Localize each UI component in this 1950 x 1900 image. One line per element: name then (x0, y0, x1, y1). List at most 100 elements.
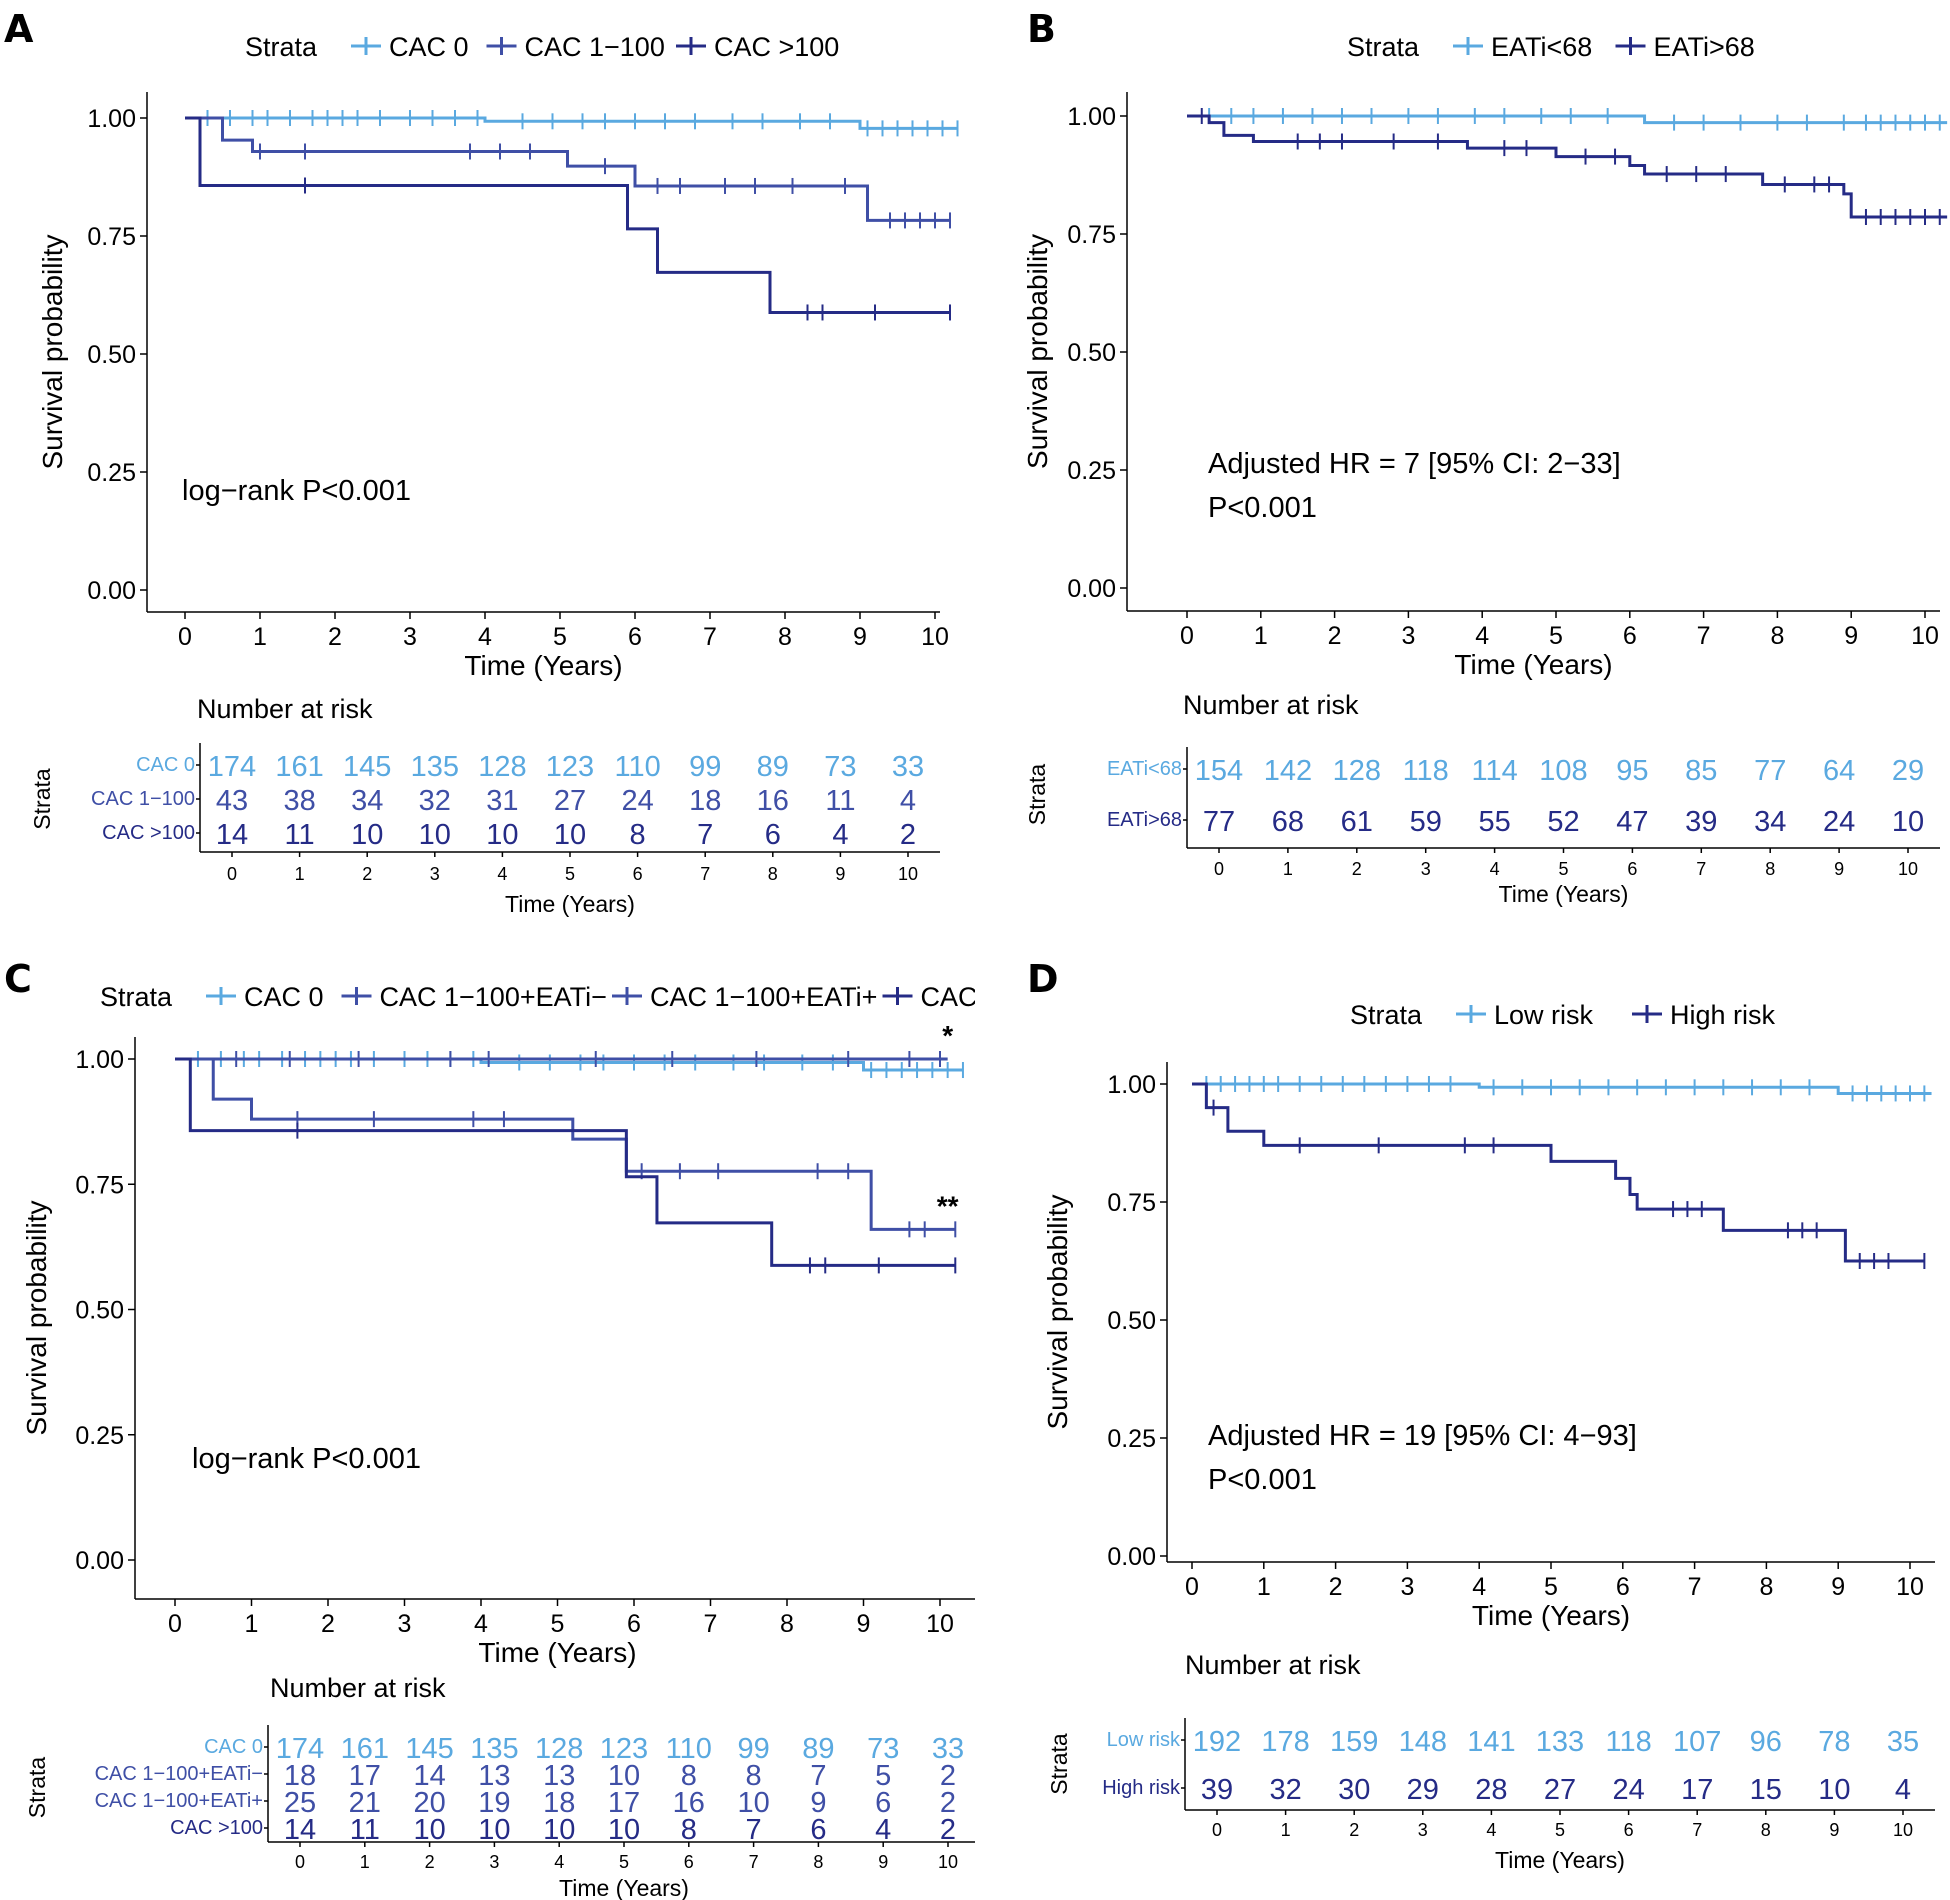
risk-x-tick-label: 5 (565, 864, 575, 884)
risk-count: 159 (1330, 1726, 1378, 1758)
risk-count: 25 (284, 1787, 316, 1819)
risk-count: 154 (1195, 755, 1243, 787)
risk-count: 13 (543, 1760, 575, 1792)
risk-count: 32 (1269, 1774, 1301, 1806)
panel-label: C (4, 957, 32, 1001)
risk-count: 99 (737, 1733, 769, 1765)
risk-table-title: Number at risk (197, 694, 373, 724)
risk-count: 10 (1818, 1774, 1850, 1806)
x-tick-label: 9 (1831, 1573, 1845, 1601)
series (1187, 108, 1948, 131)
risk-x-tick-label: 6 (1624, 1820, 1634, 1840)
risk-x-tick-label: 2 (425, 1852, 435, 1872)
panel-d: D Strata Low risk High risk 0.00 0.25 0.50 0.75… (975, 950, 1950, 1900)
legend-label: CAC >100 (714, 32, 839, 62)
risk-count: 78 (1818, 1726, 1850, 1758)
x-tick-label: 0 (1180, 622, 1194, 650)
risk-x-tick-label: 10 (1893, 1820, 1913, 1840)
survival-curve (1187, 114, 1948, 219)
risk-row-label: EATi>68 (1107, 809, 1182, 831)
risk-x-tick-label: 1 (1281, 1820, 1291, 1840)
x-tick-label: 6 (1623, 622, 1637, 650)
risk-x-tick-label: 0 (227, 864, 237, 884)
risk-x-tick-label: 0 (295, 1852, 305, 1872)
risk-x-tick-label: 7 (1692, 1820, 1702, 1840)
y-tick-label: 0.50 (1067, 339, 1116, 367)
risk-x-tick-label: 8 (1765, 859, 1775, 879)
risk-table-title: Number at risk (270, 1673, 446, 1703)
risk-count: 6 (765, 819, 781, 851)
survival-curve (185, 116, 958, 130)
risk-count: 8 (681, 1814, 697, 1846)
legend-title: Strata (1350, 1000, 1423, 1030)
survival-curve (1192, 1082, 1932, 1095)
risk-count: 31 (486, 785, 518, 817)
risk-count: 18 (284, 1760, 316, 1792)
risk-count: 2 (940, 1760, 956, 1792)
series (175, 1051, 948, 1067)
series (175, 1057, 957, 1274)
legend-item: EATi>68 (1615, 32, 1755, 62)
risk-count: 133 (1536, 1726, 1584, 1758)
risk-row-label: High risk (1102, 1777, 1181, 1799)
risk-x-tick-label: 6 (633, 864, 643, 884)
risk-count: 6 (875, 1787, 891, 1819)
risk-x-tick-label: 9 (835, 864, 845, 884)
risk-row-label: CAC 0 (204, 1736, 263, 1758)
x-tick-label: 9 (1844, 622, 1858, 650)
annotation: Adjusted HR = 7 [95% CI: 2−33] (1208, 448, 1621, 480)
x-tick-label: 2 (321, 1610, 335, 1638)
risk-count: 17 (608, 1787, 640, 1819)
risk-count: 35 (1887, 1726, 1919, 1758)
legend-item: CAC 0 (351, 32, 469, 62)
y-tick-label: 1.00 (75, 1046, 124, 1074)
risk-count: 9 (810, 1787, 826, 1819)
series (175, 1051, 964, 1079)
risk-count: 174 (276, 1733, 324, 1765)
significance-mark: ** (937, 1190, 959, 1221)
y-tick-label: 0.00 (75, 1547, 124, 1575)
risk-count: 4 (875, 1814, 891, 1846)
risk-count: 64 (1823, 755, 1855, 787)
risk-count: 27 (554, 785, 586, 817)
risk-row: CAC 0 174 161 145 135 128 123 110 99 89 73 33 (204, 1733, 964, 1765)
x-tick-label: 0 (178, 623, 192, 651)
risk-count: 6 (810, 1814, 826, 1846)
risk-x-tick-label: 10 (1898, 859, 1918, 879)
series (185, 116, 951, 229)
y-tick-label: 0.50 (87, 341, 136, 369)
x-tick-label: 1 (1257, 1573, 1271, 1601)
risk-count: 178 (1261, 1726, 1309, 1758)
risk-count: 108 (1539, 755, 1587, 787)
risk-count: 10 (543, 1814, 575, 1846)
risk-count: 7 (697, 819, 713, 851)
legend-title: Strata (245, 32, 318, 62)
x-tick-label: 10 (1911, 622, 1939, 650)
x-tick-label: 3 (1400, 1573, 1414, 1601)
risk-row: EATi>68 77 68 61 59 55 52 47 39 34 24 10 (1107, 806, 1924, 838)
risk-count: 10 (351, 819, 383, 851)
risk-count: 118 (1605, 1726, 1651, 1758)
risk-x-tick-label: 4 (497, 864, 507, 884)
survival-curve (185, 116, 950, 222)
legend-label: Low risk (1494, 1000, 1594, 1030)
legend: Strata CAC 0 CAC 1−100+EATi− CAC 1−100+EATi… (100, 982, 975, 1012)
risk-x-tick-label: 7 (1696, 859, 1706, 879)
risk-x-tick-label: 1 (360, 1852, 370, 1872)
y-tick-label: 0.75 (87, 223, 136, 251)
risk-count: 77 (1754, 755, 1786, 787)
risk-count: 192 (1193, 1726, 1241, 1758)
significance-mark: * (942, 1020, 953, 1051)
risk-count: 24 (1823, 806, 1855, 838)
risk-count: 17 (1681, 1774, 1713, 1806)
risk-row-label: CAC 0 (136, 754, 195, 776)
series (1192, 1076, 1932, 1102)
risk-x-tick-label: 1 (1283, 859, 1293, 879)
legend: Strata EATi<68 EATi>68 (1347, 32, 1755, 62)
risk-count: 13 (478, 1760, 510, 1792)
x-tick-label: 1 (1254, 622, 1268, 650)
y-tick-label: 0.25 (1067, 457, 1116, 485)
risk-count: 73 (824, 751, 856, 783)
x-tick-label: 6 (628, 623, 642, 651)
